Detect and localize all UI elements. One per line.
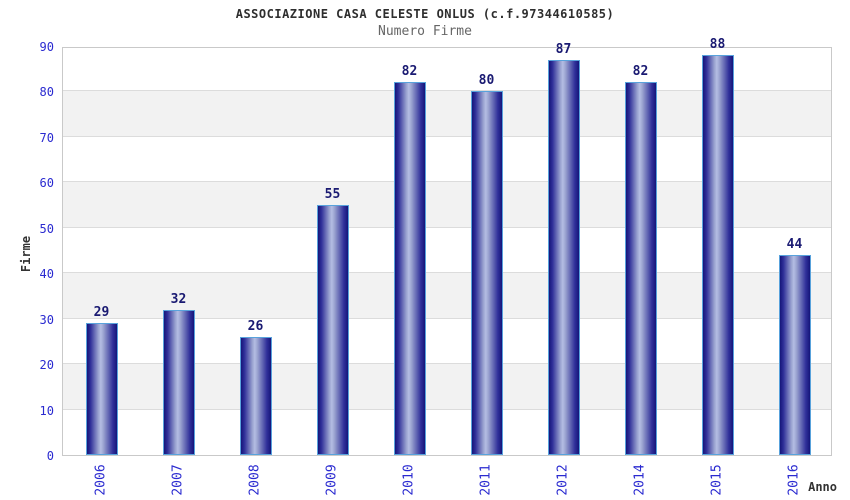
x-tick-label: 2015 bbox=[709, 464, 724, 496]
y-tick-label: 90 bbox=[39, 40, 54, 54]
bar-value-label: 87 bbox=[555, 41, 572, 57]
gridline bbox=[63, 181, 831, 183]
bar-value-label: 88 bbox=[709, 37, 726, 53]
gridline bbox=[63, 363, 831, 365]
bar bbox=[239, 336, 272, 455]
y-tick-label: 10 bbox=[39, 403, 54, 418]
y-tick-label: 40 bbox=[39, 267, 54, 282]
bar-value-label: 82 bbox=[632, 64, 649, 80]
bar-value-label: 29 bbox=[93, 305, 110, 321]
x-tick-label: 2014 bbox=[632, 464, 647, 496]
bar-value-label: 82 bbox=[401, 64, 418, 80]
plot-area: 29 32 26 55 82 80 87 82 88 44 bbox=[62, 37, 832, 456]
y-tick-label: 70 bbox=[39, 130, 54, 145]
bar bbox=[162, 309, 195, 455]
y-tick-label: 20 bbox=[39, 358, 54, 373]
bar bbox=[778, 255, 811, 455]
y-tick-label: 80 bbox=[39, 85, 54, 100]
bar bbox=[470, 91, 503, 455]
x-tick-label: 2009 bbox=[324, 464, 339, 496]
gridline bbox=[63, 408, 831, 410]
gridline bbox=[63, 135, 831, 137]
x-tick-label: 2011 bbox=[478, 464, 493, 496]
x-tick-label: 2012 bbox=[555, 464, 570, 496]
bar bbox=[547, 59, 580, 455]
x-tick-label: 2016 bbox=[786, 464, 801, 496]
gridline bbox=[63, 317, 831, 319]
x-axis-label: Anno bbox=[808, 480, 837, 494]
x-tick-label: 2006 bbox=[93, 464, 108, 496]
bar bbox=[624, 82, 657, 455]
x-tick-label: 2010 bbox=[401, 464, 416, 496]
chart-subtitle: Numero Firme bbox=[378, 24, 472, 39]
y-tick-label: 50 bbox=[39, 221, 54, 236]
gridline bbox=[63, 226, 831, 228]
bar bbox=[393, 82, 426, 455]
bar bbox=[85, 323, 118, 455]
bar-value-label: 44 bbox=[786, 237, 803, 253]
x-tick-label: 2007 bbox=[170, 464, 185, 496]
bar bbox=[701, 55, 734, 455]
gridline bbox=[63, 90, 831, 92]
bar-value-label: 32 bbox=[170, 291, 187, 307]
bar-value-label: 26 bbox=[247, 318, 264, 334]
chart-title: ASSOCIAZIONE CASA CELESTE ONLUS (c.f.973… bbox=[235, 7, 615, 21]
y-tick-label: 30 bbox=[39, 312, 54, 327]
bar-value-label: 80 bbox=[478, 73, 495, 89]
y-tick-label: 0 bbox=[46, 449, 54, 463]
bar-value-label: 55 bbox=[324, 187, 341, 203]
bar bbox=[316, 205, 349, 455]
gridline bbox=[63, 272, 831, 274]
x-tick-label: 2008 bbox=[247, 464, 262, 496]
y-tick-label: 60 bbox=[39, 176, 54, 191]
